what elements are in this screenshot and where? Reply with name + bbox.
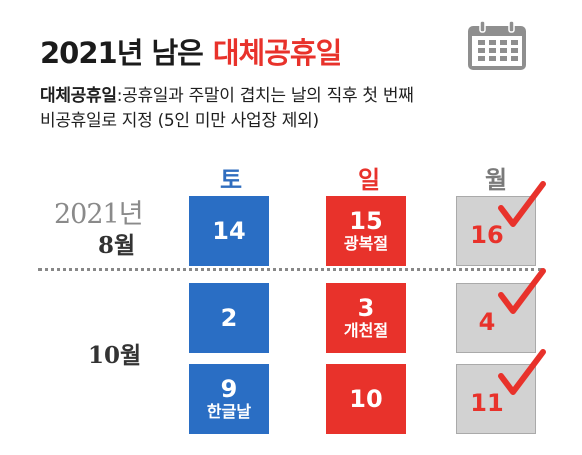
calendar-icon — [468, 20, 526, 70]
description-term: 대체공휴일 — [40, 86, 117, 106]
day-number: 3 — [357, 294, 375, 322]
description-line2: 비공휴일로 지정 (5인 미만 사업장 제외) — [40, 111, 319, 131]
month-label-august: 8월 — [98, 232, 136, 259]
day-number: 14 — [212, 217, 246, 245]
page-title: 2021년 남은 대체공휴일 — [40, 30, 342, 72]
cell-sunday-oct3: 3 개천절 — [326, 283, 406, 353]
day-number: 15 — [349, 207, 383, 235]
month-label-october: 10월 — [88, 342, 142, 369]
day-number: 9 — [220, 375, 238, 403]
header-monday: 월 — [484, 166, 508, 194]
cell-saturday-oct2: 2 — [189, 283, 269, 353]
day-number: 11 — [470, 389, 504, 417]
holiday-name: 한글날 — [206, 402, 252, 421]
year-label: 2021년 — [54, 199, 144, 230]
day-number: 16 — [470, 221, 504, 249]
day-number: 2 — [220, 304, 238, 332]
cell-sunday-oct10: 10 — [326, 364, 406, 434]
holiday-name: 개천절 — [343, 321, 389, 340]
cell-saturday-aug14: 14 — [189, 196, 269, 266]
month-divider — [38, 268, 542, 271]
header-saturday: 토 — [219, 166, 243, 194]
description: 대체공휴일:공휴일과 주말이 겹치는 날의 직후 첫 번째 비공휴일로 지정 (… — [40, 84, 414, 134]
title-main: 2021년 남은 — [40, 36, 204, 70]
checkmark-icon — [498, 268, 546, 314]
cell-monday-aug16: 16 — [456, 196, 536, 266]
checkmark-icon — [498, 181, 546, 227]
checkmark-icon — [498, 349, 546, 395]
cell-sunday-aug15: 15 광복절 — [326, 196, 406, 266]
day-number: 4 — [478, 308, 496, 336]
day-number: 10 — [349, 385, 383, 413]
description-line1: :공휴일과 주말이 겹치는 날의 직후 첫 번째 — [116, 86, 414, 106]
title-highlight: 대체공휴일 — [212, 36, 342, 70]
holiday-name: 광복절 — [343, 234, 389, 253]
header-sunday: 일 — [357, 166, 381, 194]
cell-saturday-oct9: 9 한글날 — [189, 364, 269, 434]
